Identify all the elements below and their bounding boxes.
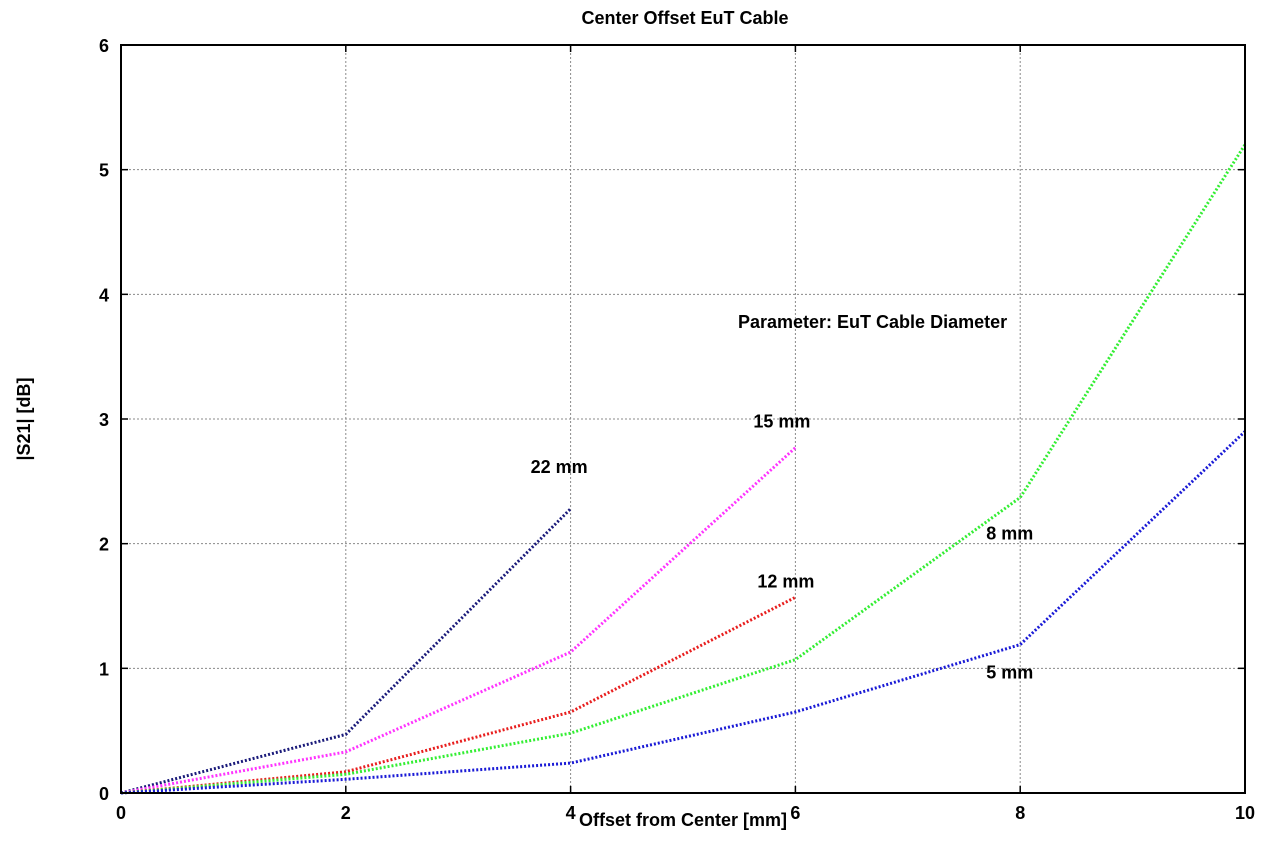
series-label-22-mm: 22 mm: [531, 457, 588, 477]
y-tick-label: 5: [99, 161, 109, 181]
y-tick-label: 3: [99, 410, 109, 430]
x-tick-label: 8: [1015, 803, 1025, 823]
grid: [121, 45, 1245, 793]
x-tick-label: 10: [1235, 803, 1255, 823]
y-tick-label: 2: [99, 535, 109, 555]
parameter-annotation: Parameter: EuT Cable Diameter: [738, 312, 1007, 332]
series-labels: 22 mm 15 mm 12 mm 8 mm 5 mm: [531, 412, 1034, 683]
series-line-22-mm: [120, 507, 572, 795]
x-axis-label: Offset from Center [mm]: [579, 810, 787, 830]
series-line-8-mm: [120, 143, 1247, 795]
x-tick-label: 4: [566, 803, 576, 823]
chart-title: Center Offset EuT Cable: [581, 8, 788, 28]
series-label-12-mm: 12 mm: [757, 571, 814, 591]
y-axis-label: |S21| [dB]: [14, 377, 34, 460]
y-tick-label: 4: [99, 285, 109, 305]
series-label-5-mm: 5 mm: [986, 663, 1033, 683]
series-label-15-mm: 15 mm: [753, 412, 810, 432]
y-tick-label: 0: [99, 784, 109, 804]
x-tick-label: 0: [116, 803, 126, 823]
ticks: 0 2 4 6 8 10 0 1 2 3 4 5 6: [99, 36, 1255, 823]
series-line-12-mm: [120, 595, 797, 795]
x-tick-label: 2: [341, 803, 351, 823]
series-line-5-mm: [120, 430, 1247, 795]
x-tick-label: 6: [790, 803, 800, 823]
y-tick-label: 1: [99, 659, 109, 679]
y-tick-label: 6: [99, 36, 109, 56]
series-label-8-mm: 8 mm: [986, 524, 1033, 544]
series-layer: [120, 143, 1247, 795]
